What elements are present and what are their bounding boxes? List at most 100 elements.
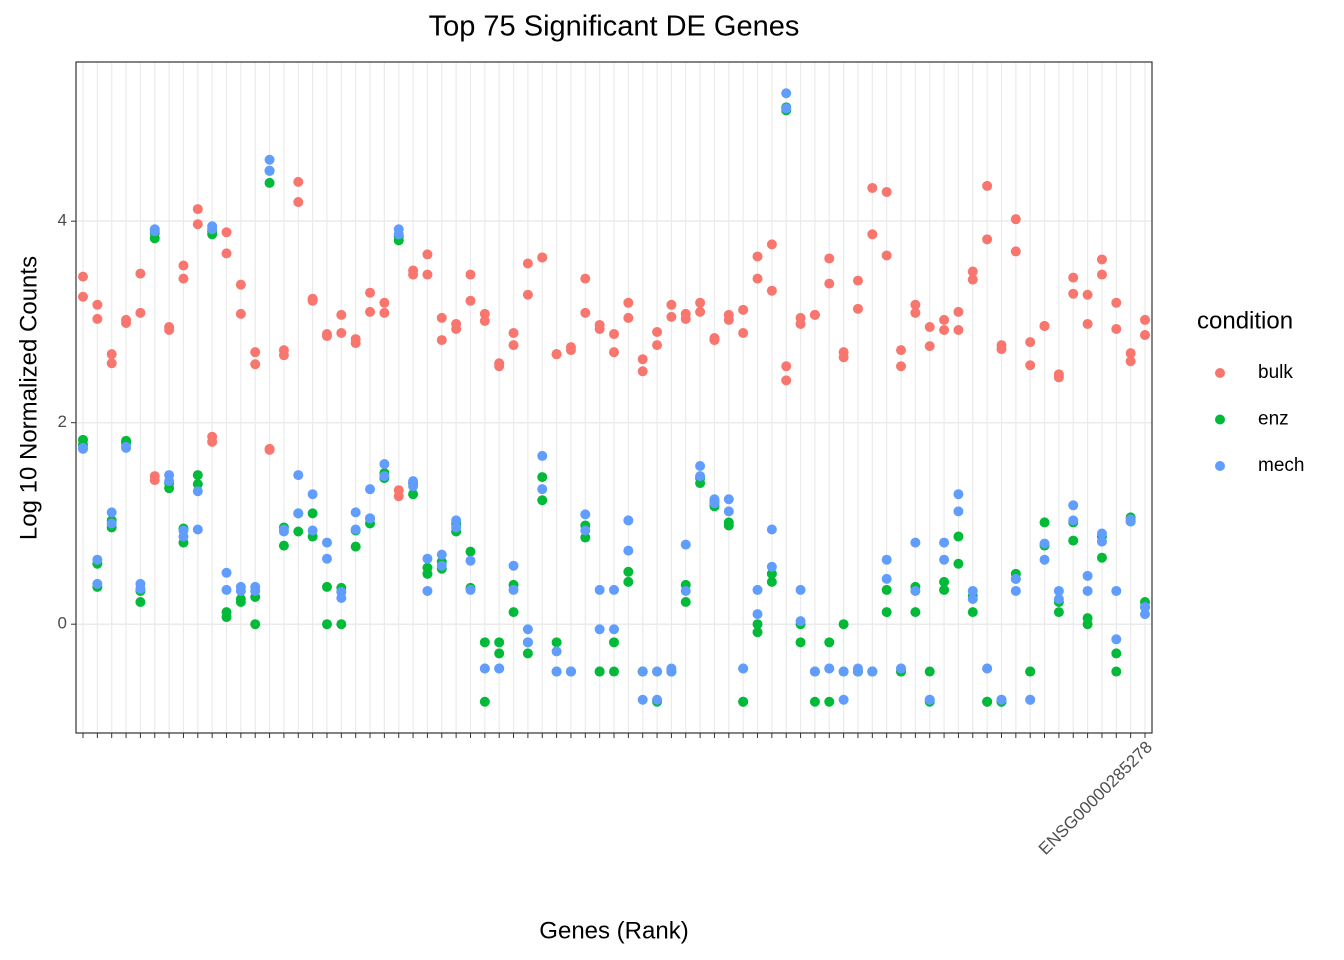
point (1096, 254, 1107, 265)
point (752, 619, 763, 630)
point (494, 663, 505, 674)
point (1111, 297, 1122, 308)
point (852, 303, 863, 314)
point (580, 525, 591, 536)
legend-label: mech (1258, 455, 1304, 476)
point (939, 537, 950, 548)
point (221, 612, 232, 623)
point (766, 561, 777, 572)
point (1111, 666, 1122, 677)
point (379, 307, 390, 318)
point (838, 666, 849, 677)
point (235, 279, 246, 290)
point (307, 489, 318, 500)
point (436, 549, 447, 560)
point (982, 234, 993, 245)
point (365, 513, 376, 524)
point (336, 328, 347, 339)
point (881, 554, 892, 565)
point (867, 666, 878, 677)
point (809, 309, 820, 320)
point (1140, 330, 1150, 341)
point (1140, 609, 1150, 620)
point (1039, 538, 1050, 549)
point (1125, 516, 1136, 527)
point (752, 251, 763, 262)
point (910, 299, 921, 310)
point (666, 666, 677, 677)
point (207, 224, 218, 235)
point (709, 498, 720, 509)
point (896, 345, 907, 356)
point (479, 637, 490, 648)
point (192, 524, 203, 535)
point (350, 541, 361, 552)
point (250, 585, 261, 596)
point (967, 594, 978, 605)
point (465, 584, 476, 595)
point (1096, 536, 1107, 547)
point (149, 233, 160, 244)
point (293, 470, 304, 481)
point (1111, 634, 1122, 645)
point (522, 289, 533, 300)
y-tick-label: 4 (58, 211, 67, 230)
point (321, 331, 332, 342)
y-tick-label: 2 (58, 412, 67, 431)
point (939, 576, 950, 587)
point (92, 554, 103, 565)
point (293, 526, 304, 537)
point (939, 554, 950, 565)
point (652, 694, 663, 705)
point (637, 666, 648, 677)
point (135, 583, 146, 594)
point (580, 307, 591, 318)
point (508, 340, 519, 351)
point (838, 352, 849, 363)
point (766, 524, 777, 535)
point (293, 197, 304, 208)
point (221, 227, 232, 238)
point (924, 666, 935, 677)
point (307, 295, 318, 306)
point (666, 311, 677, 322)
point (852, 275, 863, 286)
point (609, 347, 619, 358)
point (824, 637, 835, 648)
point (522, 624, 533, 635)
point (609, 666, 619, 677)
point (92, 299, 103, 310)
point (250, 347, 261, 358)
point (307, 525, 318, 536)
point (939, 584, 950, 595)
point (551, 349, 562, 360)
point (1053, 585, 1064, 596)
point (738, 663, 749, 674)
point (1082, 289, 1093, 300)
point (178, 531, 189, 542)
point (78, 271, 88, 282)
point (422, 568, 433, 579)
point (982, 696, 993, 707)
point (78, 443, 88, 454)
point (508, 607, 519, 618)
point (781, 375, 792, 386)
point (537, 472, 548, 483)
point (609, 624, 619, 635)
point (623, 297, 634, 308)
point (264, 154, 275, 165)
point (1068, 515, 1079, 526)
point (465, 555, 476, 566)
point (967, 274, 978, 285)
point (78, 291, 88, 302)
point (1096, 269, 1107, 280)
point (365, 306, 376, 317)
point (824, 253, 835, 264)
point (365, 287, 376, 298)
legend-label: bulk (1258, 362, 1293, 383)
point (1140, 314, 1150, 325)
point (594, 584, 605, 595)
point (795, 584, 806, 595)
point (192, 486, 203, 497)
point (379, 471, 390, 482)
